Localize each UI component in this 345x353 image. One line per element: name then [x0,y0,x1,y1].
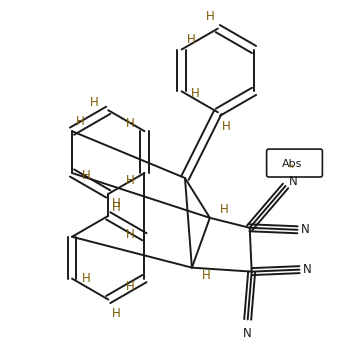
Text: H: H [112,201,121,214]
Text: H: H [82,168,90,181]
Text: H: H [82,272,90,285]
Text: H: H [219,203,228,216]
Text: H: H [112,197,121,210]
FancyBboxPatch shape [267,149,322,177]
Text: H: H [126,228,135,241]
Text: H: H [112,307,121,320]
Text: N: N [288,163,293,168]
Text: H: H [126,280,135,293]
Text: H: H [76,115,85,128]
Text: Abs: Abs [282,159,303,169]
Text: H: H [187,33,196,46]
Text: H: H [90,96,99,109]
Text: N: N [289,175,298,189]
Text: H: H [221,120,230,133]
Text: H: H [191,87,200,100]
Text: N: N [303,263,312,276]
Text: N: N [243,327,252,340]
Text: H: H [201,269,210,282]
Text: N: N [301,223,310,236]
Text: H: H [206,10,214,23]
Text: H: H [126,174,135,187]
Text: H: H [126,117,135,130]
